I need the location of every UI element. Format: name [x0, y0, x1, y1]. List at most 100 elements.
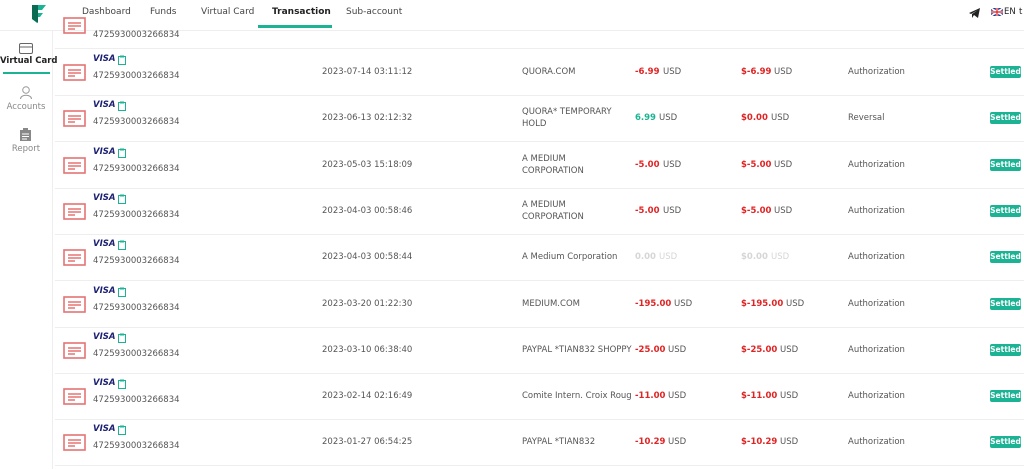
amount: 0.00	[635, 252, 656, 263]
date: 2023-02-14 02:16:49	[322, 391, 413, 402]
merchant: PAYPAL *TIAN832	[522, 437, 596, 448]
row-divider	[55, 187, 1024, 189]
currency: USD	[774, 205, 793, 216]
currency: USD	[663, 205, 682, 216]
copy-icon[interactable]	[118, 194, 126, 204]
copy-icon[interactable]	[118, 55, 126, 65]
copy-icon[interactable]	[118, 287, 126, 297]
copy-icon[interactable]	[118, 148, 126, 158]
currency: USD	[659, 252, 678, 263]
merchant: QUORA* TEMPORARY	[522, 107, 612, 118]
transaction-icon	[63, 388, 86, 405]
telegram-icon[interactable]	[968, 7, 981, 19]
type: Authorization	[848, 391, 905, 402]
card-number: 4725930003266834	[93, 256, 180, 267]
currency: USD	[774, 159, 793, 170]
merchant: CORPORATION	[522, 165, 584, 176]
merchant: HOLD	[522, 119, 547, 130]
merchant: A MEDIUM	[522, 153, 566, 164]
transaction-icon	[63, 64, 86, 81]
card-brand: VISA	[93, 378, 116, 389]
balance: $-6.99	[741, 67, 772, 77]
currency: USD	[668, 344, 687, 355]
amount: -25.00	[635, 344, 666, 355]
date: 2023-01-27 06:54:25	[322, 437, 413, 448]
nav-tab[interactable]: Dashboard	[82, 7, 131, 17]
merchant: A Medium Corporation	[522, 252, 618, 263]
sidebar-item[interactable]: Accounts	[6, 102, 46, 112]
status-badge: Settled	[990, 66, 1021, 78]
transaction-table: 4725930003266834 VISA 4725930003266834 2023…	[55, 17, 1024, 469]
card-brand: VISA	[93, 331, 116, 342]
merchant: CORPORATION	[522, 211, 584, 222]
currency: USD	[771, 252, 790, 263]
balance: $-11.00	[741, 391, 778, 402]
status-badge: Settled	[990, 343, 1021, 356]
nav-tab[interactable]: Virtual Card	[201, 7, 255, 17]
logo	[32, 5, 46, 23]
status-badge: Settled	[990, 436, 1021, 449]
currency: USD	[771, 113, 790, 124]
row-divider	[55, 326, 1024, 328]
nav-tab[interactable]: Transaction	[272, 7, 331, 17]
card-brand: VISA	[93, 146, 116, 157]
amount: -10.29	[635, 437, 666, 448]
transaction-icon	[63, 203, 86, 220]
currency: USD	[668, 437, 687, 448]
status-badge: Settled	[990, 251, 1021, 264]
card-number: 4725930003266834	[93, 117, 180, 128]
date: 2023-04-03 00:58:44	[322, 252, 413, 263]
merchant: PAYPAL *TIAN832 SHOPPY	[522, 344, 632, 355]
currency: USD	[663, 67, 682, 77]
language[interactable]: EN	[1004, 7, 1016, 17]
balance: $-195.00	[741, 298, 784, 309]
row-divider	[55, 280, 1024, 282]
currency: USD	[663, 159, 682, 170]
transaction-icon	[63, 249, 86, 266]
status-badge: Settled	[990, 158, 1021, 171]
nav-tab[interactable]: Funds	[150, 7, 177, 17]
nav-tab[interactable]: Sub-account	[346, 7, 403, 17]
status-badge: Settled	[990, 297, 1021, 310]
copy-icon[interactable]	[118, 333, 126, 343]
transaction-icon	[63, 341, 86, 359]
type: Authorization	[848, 437, 905, 448]
copy-icon[interactable]	[118, 101, 126, 112]
amount: -11.00	[635, 391, 666, 402]
transaction-icon	[63, 434, 86, 452]
currency: USD	[659, 113, 678, 124]
row-divider	[55, 48, 1024, 49]
copy-icon[interactable]	[118, 425, 126, 436]
card-number: 4725930003266834	[93, 395, 180, 406]
transaction-icon	[63, 156, 86, 174]
copy-icon[interactable]	[118, 379, 126, 390]
balance: $-10.29	[741, 437, 778, 448]
amount: -5.00	[635, 159, 660, 170]
report-icon	[20, 128, 31, 141]
row-divider	[55, 465, 1024, 467]
copy-icon[interactable]	[118, 240, 126, 251]
card-brand: VISA	[93, 424, 116, 435]
transaction-icon	[63, 17, 86, 34]
sidebar-item[interactable]: Virtual Card	[0, 56, 58, 66]
flag-icon[interactable]	[991, 8, 1003, 16]
sidebar-item[interactable]: Report	[11, 144, 41, 154]
balance: $-5.00	[741, 159, 772, 170]
date: 2023-03-20 01:22:30	[322, 298, 413, 309]
date: 2023-07-14 03:11:12	[322, 67, 413, 77]
currency: USD	[774, 67, 793, 77]
date: 2023-04-03 00:58:46	[322, 205, 413, 216]
balance: $0.00	[741, 113, 768, 124]
active-tab-underline	[258, 25, 332, 28]
currency: USD	[786, 298, 805, 309]
active-item-underline	[3, 72, 50, 74]
card-number: 4725930003266834	[93, 163, 180, 174]
card-number: 4725930003266834	[93, 348, 180, 359]
card-icon	[19, 43, 33, 54]
user-name[interactable]: t	[1019, 7, 1023, 17]
type: Reversal	[848, 113, 885, 124]
type: Authorization	[848, 159, 905, 170]
transaction-icon	[63, 110, 86, 128]
